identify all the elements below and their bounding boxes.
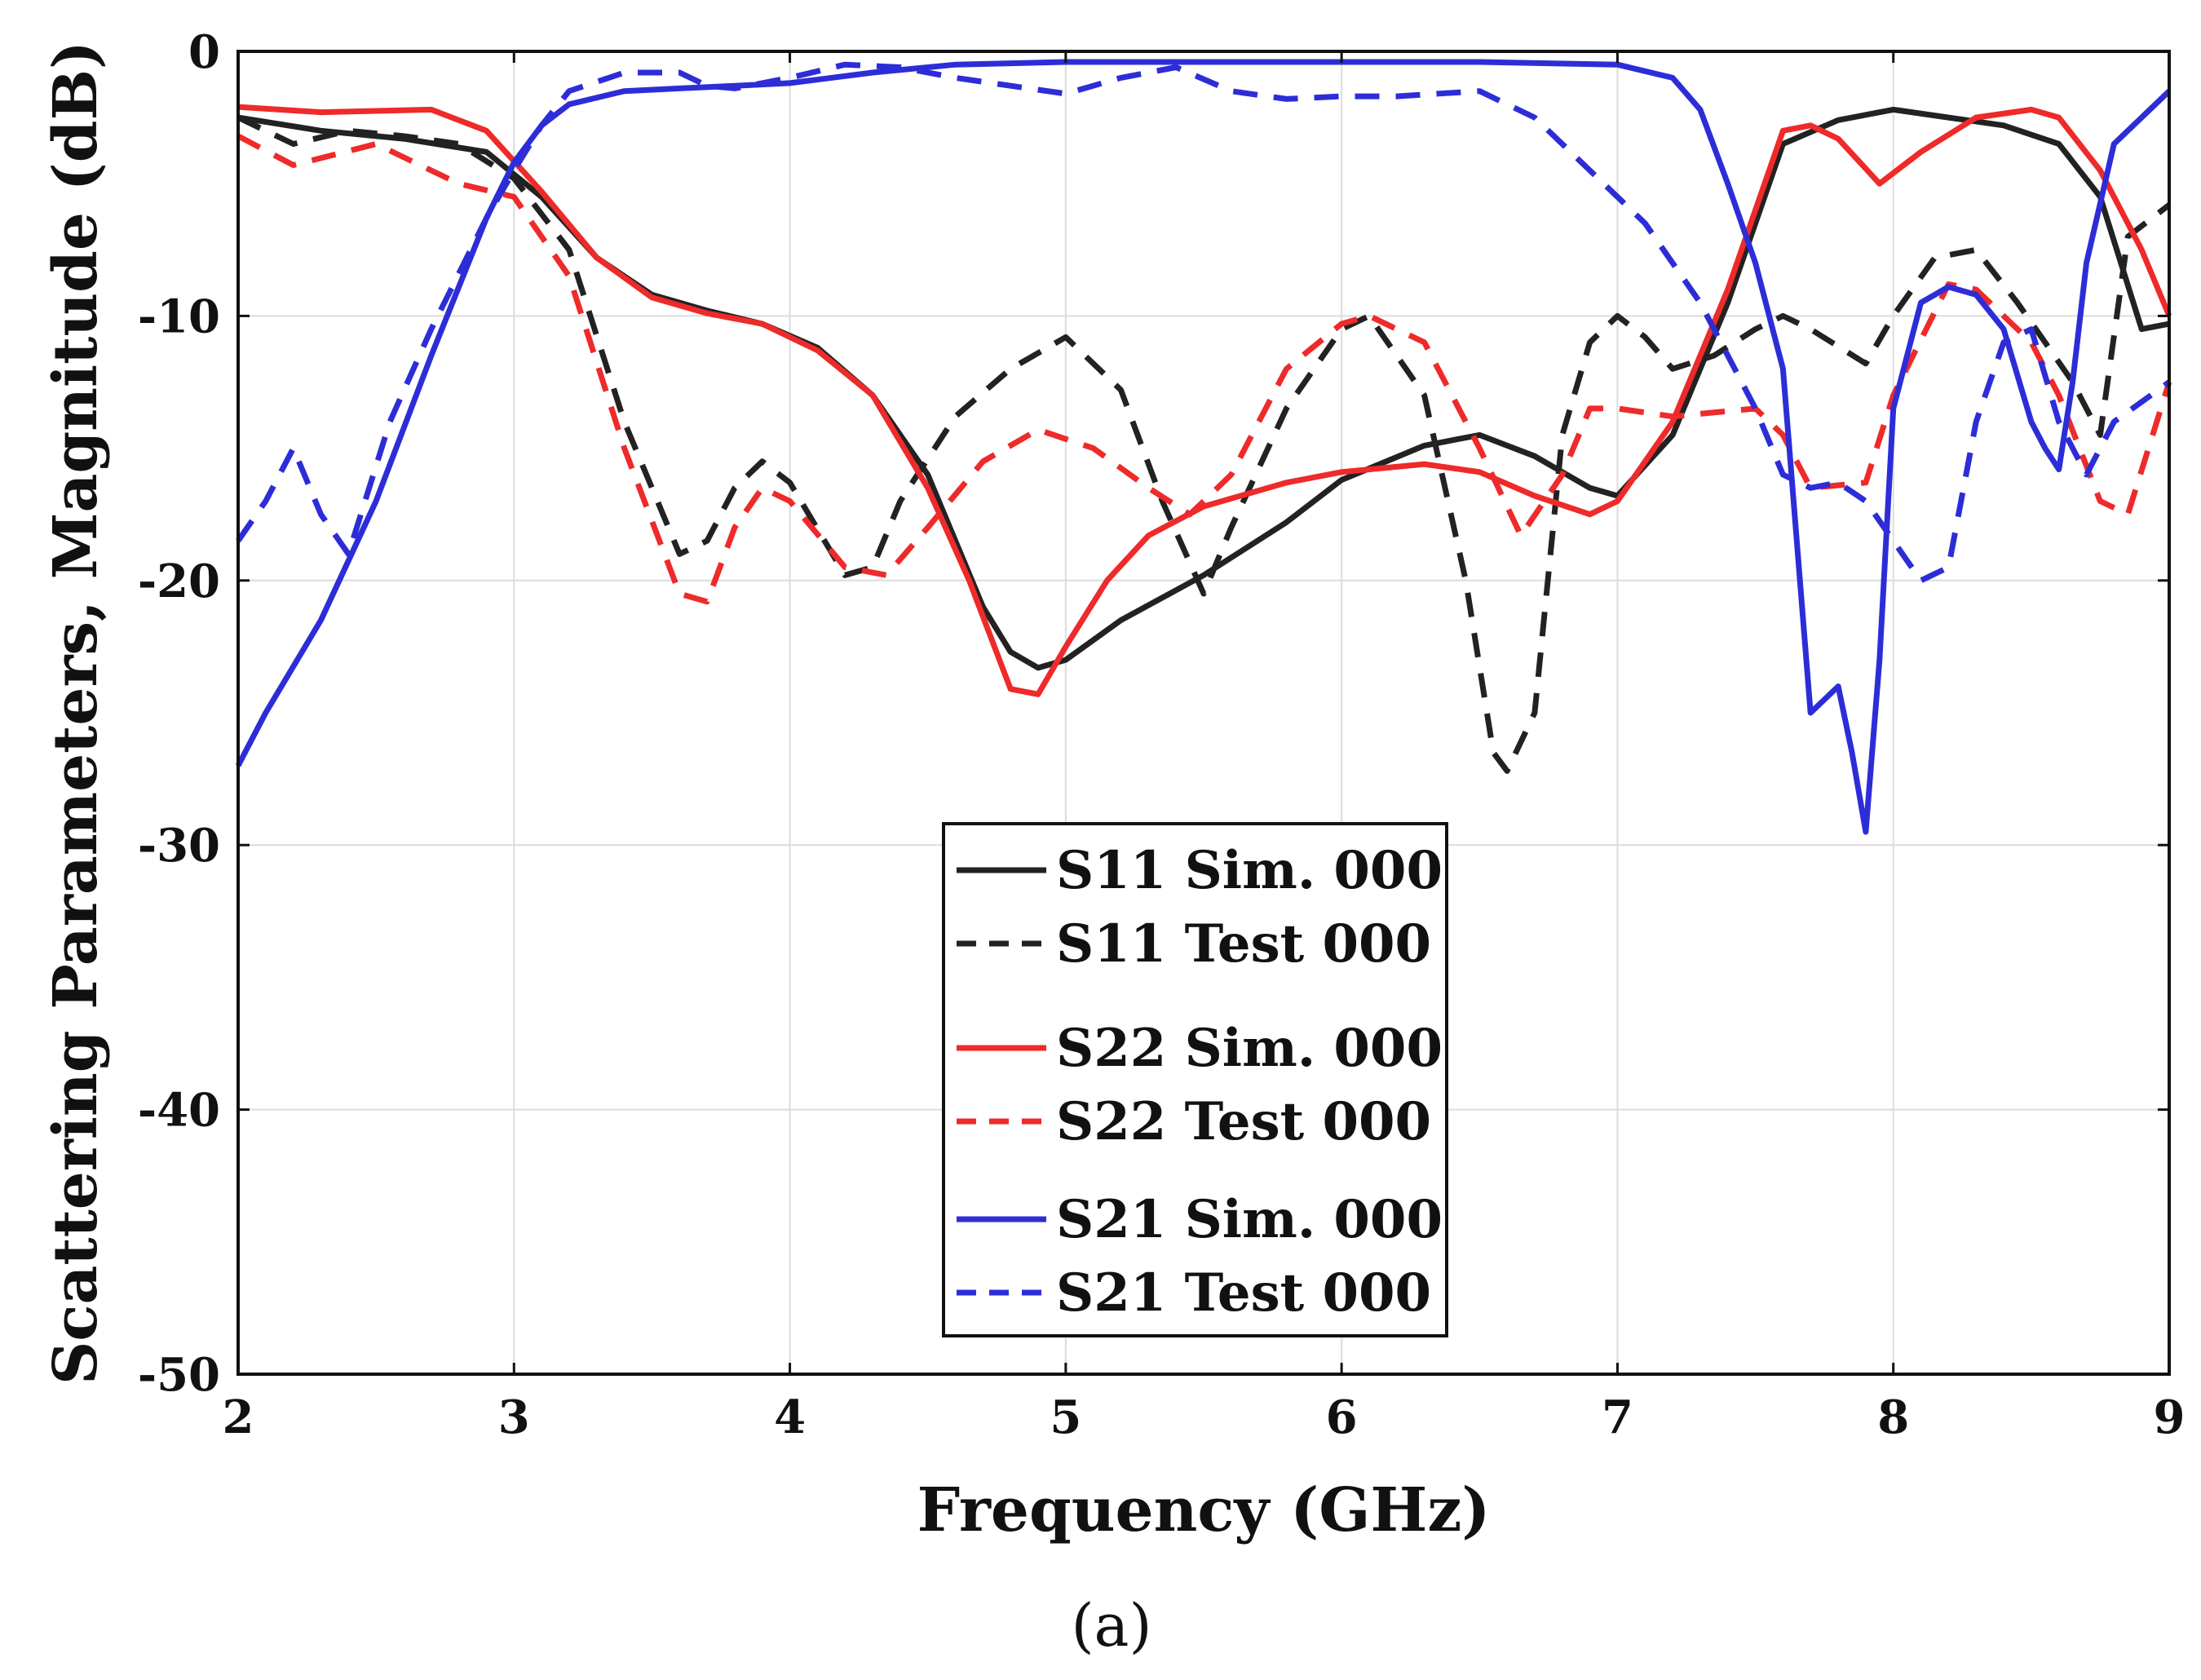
x-tick-label: 5 [1050, 1390, 1081, 1444]
y-tick-label: -40 [138, 1084, 220, 1138]
x-tick-label: 8 [1877, 1390, 1909, 1444]
y-tick-label: -50 [138, 1348, 220, 1402]
legend-label: S21 Test 000 [1056, 1262, 1431, 1324]
series-line-s22-test-000 [236, 133, 2172, 605]
plot-series [235, 59, 2172, 835]
x-tick-label: 2 [223, 1390, 254, 1444]
figure-caption: (a) [1071, 1591, 1151, 1660]
y-axis-title: Scattering Parameters, Magnitude (dB) [41, 41, 111, 1385]
axis-tick-labels: 2 3 4 5 6 7 8 9 0 -10 -20 -30 -40 -50 [138, 25, 2186, 1444]
x-tick-label: 9 [2154, 1390, 2186, 1444]
plot-frame [236, 50, 2171, 1376]
x-tick-label: 4 [774, 1390, 806, 1444]
legend-box [942, 822, 1448, 1337]
y-tick-label: 0 [188, 25, 220, 79]
x-tick-label: 7 [1602, 1390, 1633, 1444]
series-line-s21-sim-000 [235, 59, 2172, 835]
legend: S11 Sim. 000 S11 Test 000 S22 Sim. 000 S22 … [942, 822, 1448, 1337]
x-axis-title: Frequency (GHz) [917, 1475, 1491, 1545]
legend-label: S21 Sim. 000 [1056, 1189, 1443, 1250]
y-tick-label: -10 [138, 290, 220, 343]
legend-label: S11 Test 000 [1056, 913, 1431, 975]
x-tick-label: 6 [1326, 1390, 1358, 1444]
y-tick-label: -20 [138, 555, 220, 608]
legend-label: S22 Sim. 000 [1056, 1018, 1443, 1079]
legend-label: S11 Sim. 000 [1056, 840, 1443, 901]
legend-label: S22 Test 000 [1056, 1091, 1431, 1152]
x-tick-label: 3 [498, 1390, 530, 1444]
series-line-s22-sim-000 [237, 104, 2172, 697]
series-line-s21-test-000 [236, 61, 2172, 584]
y-tick-label: -30 [138, 819, 220, 873]
axis-ticks [236, 50, 2171, 1376]
